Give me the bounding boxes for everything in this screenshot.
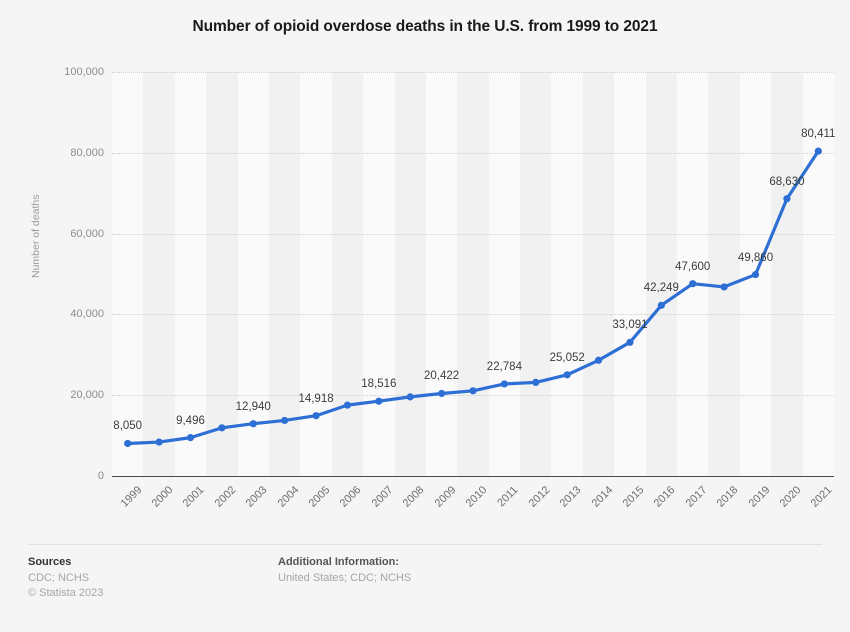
footer-sources-value: CDC; NCHS: [28, 572, 90, 584]
data-point-label: 42,249: [643, 282, 679, 295]
data-point-label: 22,784: [486, 360, 522, 373]
data-point-label: 8,050: [113, 420, 143, 433]
gridline: [112, 233, 834, 235]
gridline: [112, 152, 834, 154]
y-axis-tick-label: 40,000: [70, 308, 104, 321]
data-point-label: 25,052: [549, 351, 585, 364]
y-axis-tick-label: 60,000: [70, 227, 104, 240]
data-point-label: 20,422: [424, 370, 460, 383]
data-point-label: 9,496: [176, 414, 205, 427]
data-point-label: 18,516: [361, 378, 397, 391]
data-point-label: 14,918: [298, 392, 334, 405]
data-point-label: 80,411: [801, 128, 836, 141]
data-point-label: 49,860: [737, 251, 774, 264]
gridline: [112, 314, 834, 316]
y-axis-tick-label: 80,000: [70, 146, 104, 159]
page-title: Number of opioid overdose deaths in the …: [192, 18, 658, 35]
y-axis-title: Number of deaths: [30, 194, 42, 278]
gridlines: [112, 72, 834, 476]
data-point-label: 47,600: [675, 260, 711, 273]
footer-sources-heading: Sources: [28, 556, 72, 568]
y-axis-tick-label: 100,000: [64, 66, 104, 78]
plot-area: [112, 72, 834, 476]
data-point-label: 12,940: [235, 400, 271, 413]
footer-additional-value: United States; CDC; NCHS: [278, 572, 412, 584]
gridline: [112, 72, 834, 73]
footer-additional-information: Additional Information: United States; C…: [278, 556, 411, 586]
footer-sources: Sources CDC; NCHS © Statista 2023: [28, 556, 103, 601]
x-axis-line: [112, 476, 834, 477]
y-axis-tick-label: 20,000: [70, 389, 104, 402]
footer-copyright: © Statista 2023: [28, 587, 104, 599]
data-point-label: 68,630: [769, 175, 805, 188]
gridline: [112, 395, 834, 397]
footer-divider: [28, 544, 822, 545]
footer-additional-heading: Additional Information:: [278, 556, 399, 568]
y-axis-tick-label: 0: [97, 470, 104, 482]
data-point-label: 33,091: [612, 319, 648, 332]
y-axis-tick-labels: 0 20,000 40,000 60,000 80,000 100,000: [0, 0, 104, 632]
